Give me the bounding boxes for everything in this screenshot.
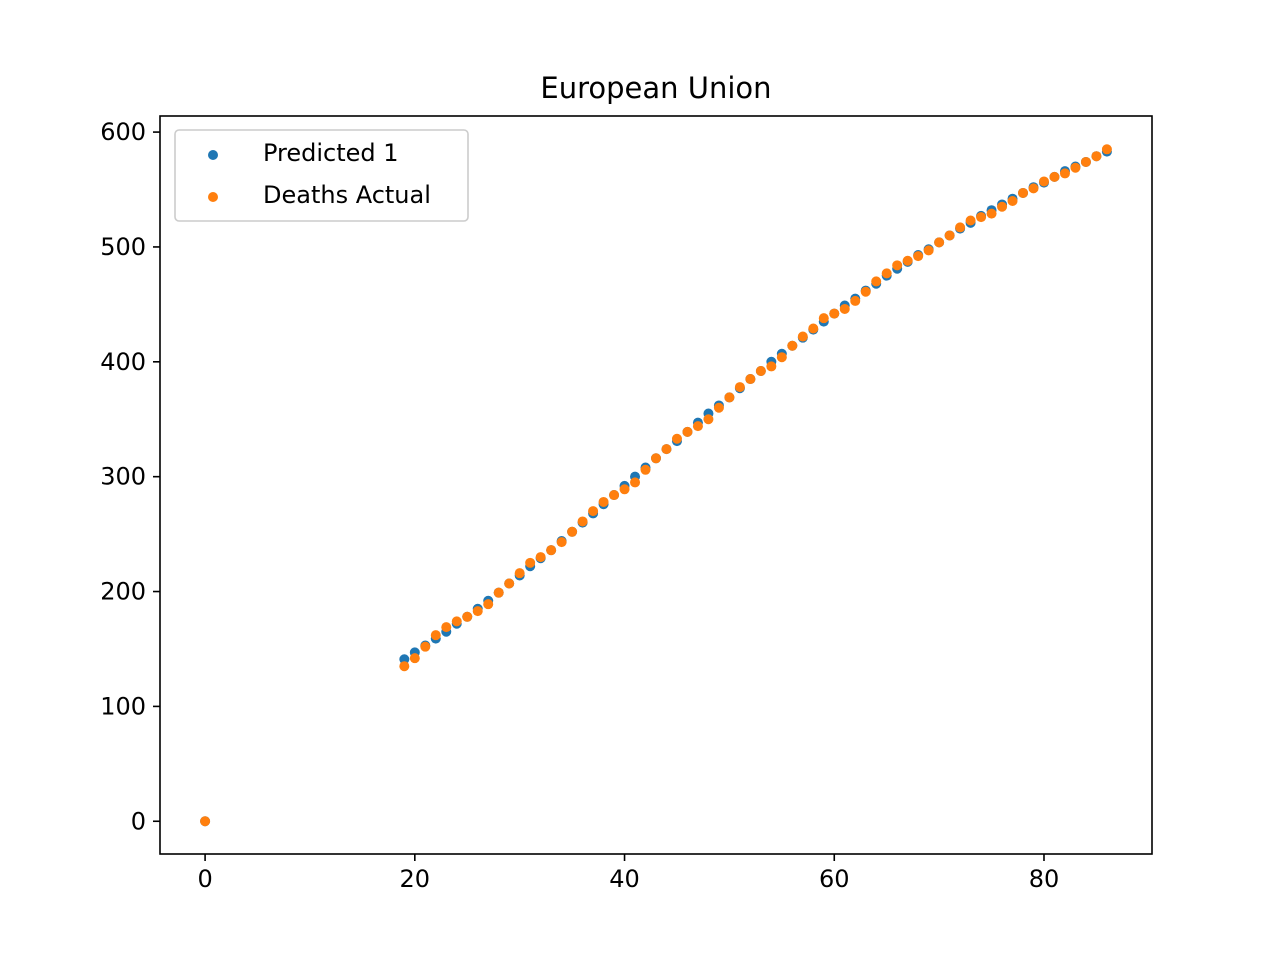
data-point <box>692 421 703 432</box>
y-tick-label: 200 <box>100 578 146 606</box>
data-point <box>1018 187 1029 198</box>
data-point <box>955 222 966 233</box>
y-tick-label: 600 <box>100 118 146 146</box>
data-point <box>577 516 588 527</box>
y-tick-label: 0 <box>131 807 146 835</box>
data-point <box>1080 156 1091 167</box>
data-point <box>1070 162 1081 173</box>
data-point <box>661 444 672 455</box>
y-tick-label: 100 <box>100 692 146 720</box>
data-point <box>1059 168 1070 179</box>
data-point <box>399 661 410 672</box>
y-tick-label: 300 <box>100 463 146 491</box>
data-point <box>913 251 924 262</box>
data-point <box>965 215 976 226</box>
legend: Predicted 1 Deaths Actual <box>174 129 469 222</box>
data-point <box>409 653 420 664</box>
data-points <box>200 144 1112 827</box>
data-point <box>556 537 567 548</box>
data-point <box>776 352 787 363</box>
data-point <box>850 295 861 306</box>
data-point <box>923 245 934 256</box>
data-point <box>1038 176 1049 187</box>
data-point <box>546 545 557 556</box>
data-point <box>755 365 766 376</box>
data-point <box>598 496 609 507</box>
data-point <box>472 606 483 617</box>
data-point <box>420 641 431 652</box>
data-point <box>441 622 452 633</box>
legend-marker-actual <box>208 192 218 202</box>
x-axis: 0 20 40 60 80 <box>197 854 1059 893</box>
data-point <box>839 303 850 314</box>
data-point <box>493 587 504 598</box>
chart-title: European Union <box>540 71 771 105</box>
data-point <box>1007 195 1018 206</box>
data-point <box>766 361 777 372</box>
data-point <box>525 557 536 568</box>
data-point <box>504 578 515 589</box>
legend-box <box>174 129 469 222</box>
data-point <box>902 255 913 266</box>
y-tick-label: 400 <box>100 348 146 376</box>
data-point <box>640 464 651 475</box>
data-point <box>619 484 630 495</box>
data-point <box>818 313 829 324</box>
data-point <box>734 382 745 393</box>
data-point <box>399 654 410 665</box>
data-point <box>944 230 955 241</box>
data-point <box>703 414 714 425</box>
data-point <box>713 402 724 413</box>
data-point <box>1028 183 1039 194</box>
data-point <box>567 526 578 537</box>
x-tick-label: 60 <box>819 865 850 893</box>
data-point <box>451 616 462 627</box>
data-point <box>871 276 882 287</box>
data-point <box>430 630 441 641</box>
legend-label-predicted: Predicted 1 <box>263 139 399 167</box>
data-point <box>462 611 473 622</box>
legend-marker-predicted <box>208 150 218 160</box>
data-point <box>724 392 735 403</box>
y-tick-label: 500 <box>100 233 146 261</box>
data-point <box>934 237 945 248</box>
data-point <box>797 331 808 342</box>
data-point <box>1091 151 1102 162</box>
data-point <box>829 308 840 319</box>
data-point <box>200 816 211 827</box>
data-point <box>651 453 661 464</box>
data-point <box>860 286 871 297</box>
plot-area-frame <box>159 115 1153 855</box>
data-point <box>892 260 903 271</box>
data-point <box>808 323 819 334</box>
data-point <box>997 201 1008 212</box>
x-tick-label: 0 <box>197 865 212 893</box>
data-point <box>535 552 546 563</box>
data-point <box>1101 144 1112 155</box>
data-point <box>630 477 641 488</box>
legend-label-actual: Deaths Actual <box>263 181 431 209</box>
data-point <box>483 599 494 610</box>
y-axis: 0 100 200 300 400 500 600 <box>100 118 160 835</box>
data-point <box>976 212 987 223</box>
data-point <box>588 506 599 517</box>
data-point <box>881 268 892 279</box>
data-point <box>986 208 997 219</box>
data-point <box>787 340 798 351</box>
data-point <box>514 568 525 579</box>
x-tick-label: 40 <box>609 865 640 893</box>
data-point <box>745 374 756 385</box>
data-point <box>609 490 620 501</box>
data-point <box>671 433 682 444</box>
data-point <box>1049 171 1060 182</box>
x-tick-label: 20 <box>400 865 431 893</box>
data-point <box>682 426 693 437</box>
series-actual <box>200 144 1112 827</box>
x-tick-label: 80 <box>1029 865 1060 893</box>
